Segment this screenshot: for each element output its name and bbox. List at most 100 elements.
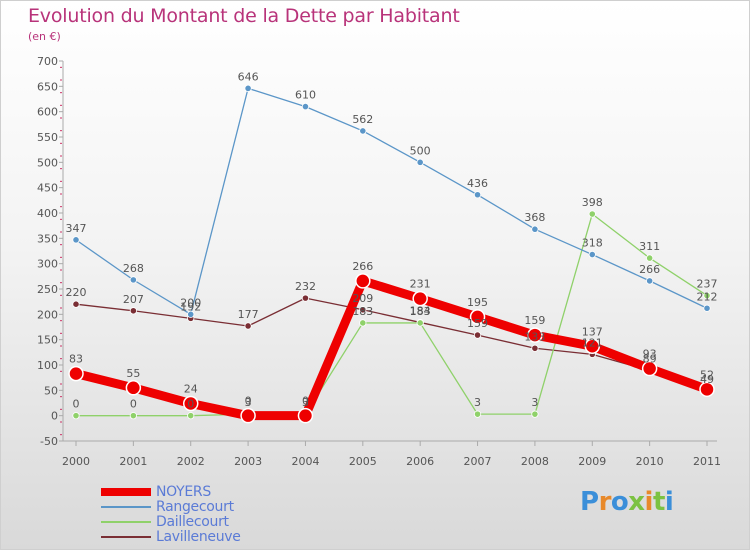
data-point — [301, 103, 310, 111]
data-point — [588, 210, 596, 218]
data-point — [646, 254, 654, 262]
data-point — [182, 395, 199, 412]
data-point — [72, 300, 80, 308]
x-tick-label: 2002 — [177, 455, 205, 468]
data-label: 268 — [123, 262, 144, 275]
data-point — [359, 127, 367, 135]
legend-swatch — [101, 488, 151, 496]
data-point — [703, 304, 711, 312]
data-label: 184 — [410, 304, 431, 317]
data-point — [588, 250, 596, 259]
data-point — [641, 360, 658, 377]
y-minor-tick — [60, 142, 62, 144]
y-minor-tick — [60, 434, 62, 436]
y-minor-tick — [60, 358, 62, 360]
data-point — [416, 319, 424, 327]
y-tick-label: 50 — [44, 384, 58, 397]
data-label: 0 — [245, 395, 252, 408]
data-label: 436 — [467, 177, 488, 190]
data-point — [129, 412, 137, 420]
data-label: 89 — [643, 353, 657, 366]
y-tick-label: 550 — [37, 131, 58, 144]
data-label: 3 — [474, 396, 481, 409]
x-tick-label: 2007 — [464, 455, 492, 468]
data-point — [473, 331, 482, 339]
x-tick-label: 2011 — [693, 455, 721, 468]
series-line — [71, 276, 712, 421]
x-tick-label: 2009 — [578, 455, 606, 468]
data-label: 3 — [245, 396, 252, 409]
y-minor-tick — [60, 79, 62, 81]
x-tick-label: 2004 — [291, 455, 319, 468]
y-minor-tick — [60, 180, 62, 182]
y-tick-label: 400 — [37, 207, 58, 220]
data-point — [469, 309, 486, 325]
y-tick-label: 0 — [51, 410, 58, 423]
y-minor-tick — [60, 294, 62, 296]
series-line — [75, 297, 708, 392]
chart-subtitle: (en €) — [28, 30, 61, 43]
data-label: 0 — [302, 395, 309, 408]
data-label: 500 — [410, 144, 431, 157]
data-label: 183 — [352, 305, 373, 318]
x-tick-label: 2005 — [349, 455, 377, 468]
legend-label: Daillecourt — [156, 514, 229, 530]
y-tick-label: 250 — [37, 283, 58, 296]
y-tick-label: 200 — [37, 308, 58, 321]
data-point — [301, 294, 310, 302]
data-point — [68, 365, 84, 382]
legend-item: Rangecourt — [101, 499, 341, 515]
legend-item: NOYERS — [101, 484, 341, 500]
data-point — [129, 276, 137, 284]
legend-swatch — [101, 506, 151, 508]
y-minor-tick — [60, 155, 62, 157]
x-tick-label: 2003 — [234, 455, 262, 468]
data-point — [129, 307, 137, 315]
series-line — [75, 213, 708, 417]
data-label: 52 — [700, 368, 714, 381]
data-point — [72, 236, 80, 244]
data-label: 311 — [639, 240, 660, 253]
data-point — [473, 191, 482, 199]
data-label: 24 — [184, 383, 198, 396]
y-minor-tick — [60, 307, 62, 309]
y-minor-tick — [60, 92, 62, 94]
data-point — [125, 380, 142, 396]
data-label: 55 — [126, 367, 140, 380]
y-minor-tick — [60, 320, 62, 322]
data-label: 133 — [524, 330, 545, 343]
series-line — [75, 87, 708, 315]
data-label: 212 — [697, 290, 718, 303]
y-minor-tick — [60, 218, 62, 220]
y-tick-label: 500 — [37, 156, 58, 169]
data-label: 195 — [467, 296, 488, 309]
proxiti-logo: Proxiti — [580, 487, 674, 517]
y-minor-tick — [60, 231, 62, 233]
legend-label: NOYERS — [156, 484, 211, 500]
data-point — [531, 344, 539, 352]
legend-label: Lavilleneuve — [156, 529, 241, 545]
legend-swatch — [101, 536, 151, 538]
y-minor-tick — [60, 206, 62, 208]
data-label: 159 — [467, 317, 488, 330]
data-point — [646, 277, 654, 285]
data-point — [359, 306, 367, 314]
data-label: 220 — [66, 286, 87, 299]
data-label: 177 — [238, 308, 259, 321]
data-point — [699, 381, 715, 398]
data-label: 0 — [187, 398, 194, 411]
data-point — [359, 319, 367, 327]
data-label: 159 — [524, 314, 545, 327]
y-tick-label: 150 — [37, 334, 58, 347]
data-label: 183 — [410, 305, 431, 318]
y-minor-tick — [60, 66, 62, 68]
x-tick-label: 2008 — [521, 455, 549, 468]
data-label: 318 — [582, 237, 603, 250]
y-tick-label: 700 — [37, 55, 58, 68]
data-point — [297, 407, 314, 424]
y-minor-tick — [60, 396, 62, 398]
data-label: 646 — [238, 70, 259, 83]
data-label: 209 — [352, 292, 373, 305]
data-label: 192 — [180, 300, 201, 313]
